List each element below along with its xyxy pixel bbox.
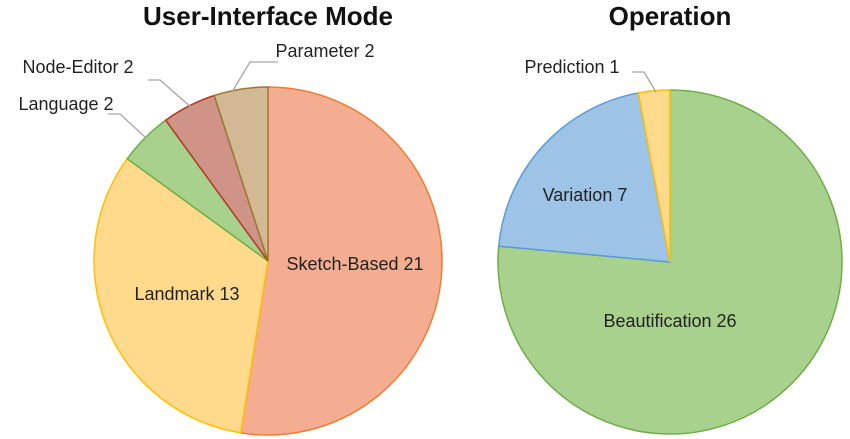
pie-slice	[239, 86, 443, 436]
pie-slice	[93, 157, 269, 434]
leader-line	[231, 61, 278, 93]
pie-slice	[497, 92, 671, 263]
slice-label: Prediction 1	[524, 57, 619, 77]
leader-line	[148, 79, 193, 109]
slice-category: Language	[18, 94, 98, 114]
slice-label: Node-Editor 2	[22, 57, 133, 77]
slice-category: Node-Editor	[22, 57, 118, 77]
slice-value: 2	[104, 94, 114, 114]
slice-label: Parameter 2	[275, 41, 374, 61]
slice-label: Sketch-Based 21	[286, 254, 423, 274]
slice-value: 2	[365, 41, 375, 61]
slice-value: 1	[610, 57, 620, 77]
slice-label: Language 2	[18, 94, 113, 114]
slice-value: 2	[124, 57, 134, 77]
leader-line	[108, 113, 147, 139]
slice-category: Beautification	[603, 311, 711, 331]
pie-slice	[213, 86, 269, 262]
slice-label: Beautification 26	[603, 311, 736, 331]
pie-slice	[637, 89, 671, 263]
slice-value: 13	[220, 284, 240, 304]
slice-value: 21	[404, 254, 424, 274]
leader-line	[632, 71, 657, 93]
slice-category: Sketch-Based	[286, 254, 398, 274]
slice-category: Prediction	[524, 57, 604, 77]
slice-value: 26	[717, 311, 737, 331]
slice-value: 7	[617, 185, 627, 205]
slice-label: Landmark 13	[134, 284, 239, 304]
chart-title: User-Interface Mode	[143, 1, 393, 31]
slice-category: Landmark	[134, 284, 215, 304]
slice-category: Variation	[543, 185, 613, 205]
slice-label: Variation 7	[543, 185, 628, 205]
chart-title: Operation	[609, 1, 732, 31]
slice-category: Parameter	[275, 41, 359, 61]
